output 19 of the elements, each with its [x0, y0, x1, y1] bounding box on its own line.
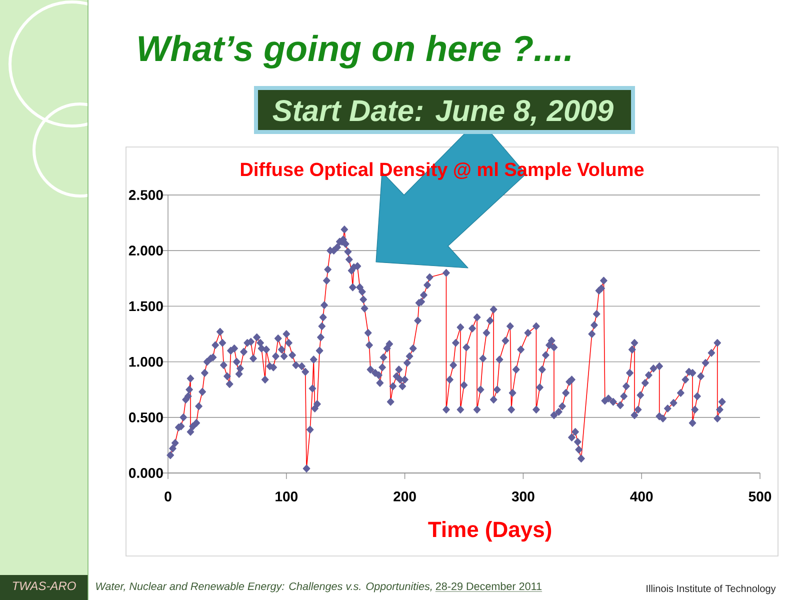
text: TWAS-ARO	[12, 582, 76, 590]
y-tick-label: 0.500	[128, 412, 163, 422]
x-tick-label: 300	[512, 492, 534, 502]
text: Start Date: June 8, 2009	[272, 100, 614, 126]
y-tick-label: 1.500	[129, 301, 163, 312]
x-tick-label: 200	[394, 492, 416, 502]
x-tick-label: 0	[164, 492, 172, 502]
x-tick-label: 400	[630, 492, 653, 502]
text: 28-29 December 2011	[436, 582, 542, 590]
text: Water, Nuclear and Renewable Energy: Challenges v.s. Opportunities,	[96, 582, 432, 592]
y-tick-label: 0.000	[128, 468, 163, 478]
chart-title: What’s going on here ?....	[138, 34, 571, 68]
y-tick-label: 2.500	[128, 190, 163, 200]
y-tick-label: 2.000	[128, 246, 163, 256]
text: Illinois Institute of Technology	[646, 584, 776, 594]
x-tick-label: 500	[748, 492, 772, 502]
y-tick-label: 1.000	[129, 356, 163, 367]
x-axis-title: Time (Days)	[428, 521, 552, 542]
x-tick-label: 100	[276, 492, 298, 502]
